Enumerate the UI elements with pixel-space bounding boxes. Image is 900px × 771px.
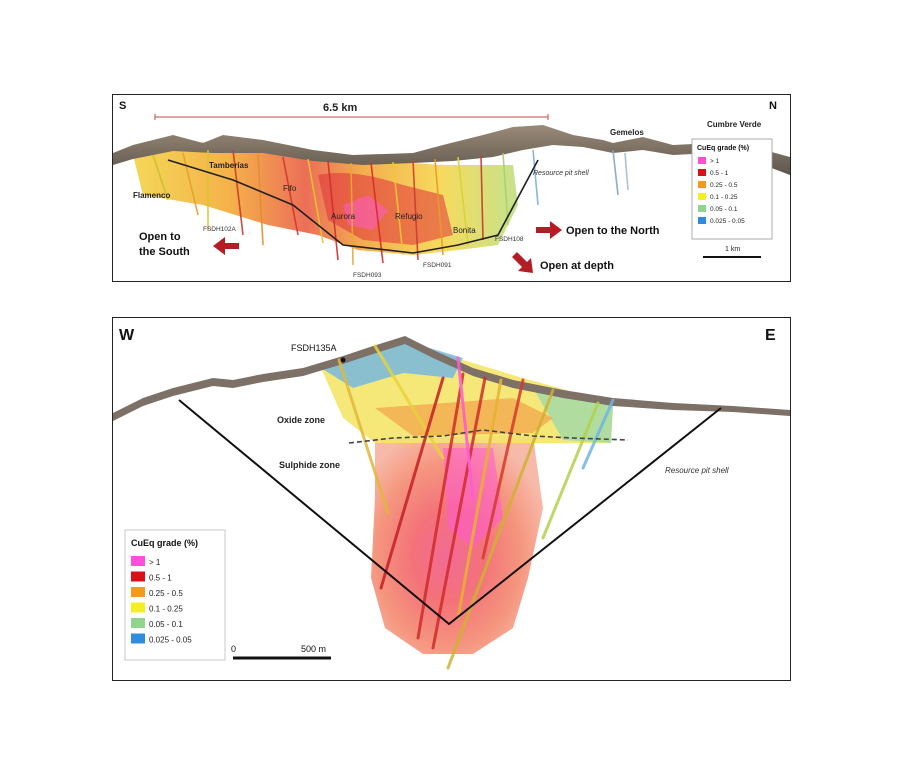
legend-swatch-2 (131, 587, 145, 597)
pit-shell-label: Resource pit shell (665, 466, 729, 475)
legend-swatch-1 (131, 571, 145, 582)
arrow-depth (512, 252, 533, 273)
legend-swatch-2 (698, 181, 706, 188)
label-tamberias: Tamberías (209, 161, 249, 170)
label-fsdh093: FSDH093 (353, 272, 382, 279)
label-refugio: Refugio (395, 212, 423, 221)
legend-label-2: 0.25 - 0.5 (710, 182, 738, 189)
scale-bar-label: 1 km (725, 246, 740, 253)
legend-swatch-0 (698, 157, 706, 164)
compass-east: E (765, 327, 776, 344)
scale-bar-end: 500 m (301, 644, 326, 654)
sulphide-zone-label: Sulphide zone (279, 460, 340, 470)
oxide-zone-label: Oxide zone (277, 415, 325, 425)
legend-swatches: > 1 0.5 - 1 0.25 - 0.5 0.1 - 0.25 0.05 - 0.1… (698, 157, 745, 225)
legend-swatch-5 (698, 217, 706, 224)
legend-label-2: 0.25 - 0.5 (149, 589, 183, 598)
scale-distance-label: 6.5 km (323, 102, 357, 114)
legend-swatch-1 (698, 169, 706, 176)
legend-label-5: 0.025 - 0.05 (710, 218, 745, 225)
label-fsdh108: FSDH108 (495, 236, 524, 243)
label-aurora: Aurora (331, 212, 356, 221)
legend-swatch-4 (698, 205, 706, 212)
scale-bar-start: 0 (231, 644, 236, 654)
terrain-surface (113, 336, 790, 421)
resource-pit-shell (178, 399, 722, 626)
legend-title: CuEq grade (%) (697, 145, 749, 152)
arrow-south (213, 237, 239, 255)
legend-label-0: > 1 (710, 158, 720, 165)
legend-title: CuEq grade (%) (131, 538, 198, 548)
drillhole-label: FSDH135A (291, 343, 337, 353)
compass-west: W (119, 327, 135, 344)
label-pit-shell: Resource pit shell (533, 170, 589, 177)
legend-swatch-4 (131, 618, 145, 628)
arrow-north-label: Open to the North (566, 225, 660, 237)
label-bonita: Bonita (453, 226, 476, 235)
magenta-core (343, 195, 388, 230)
resource-pit-shell (167, 159, 539, 254)
legend-label-4: 0.05 - 0.1 (710, 206, 738, 213)
legend-swatches: > 1 0.5 - 1 0.25 - 0.5 0.1 - 0.25 0.05 - 0.1… (131, 556, 192, 645)
arrow-south-label-line2: the South (139, 246, 190, 258)
sulphide-block-model (371, 436, 543, 654)
legend-label-0: > 1 (149, 558, 161, 567)
arrow-north (536, 221, 562, 239)
legend-label-3: 0.1 - 0.25 (149, 605, 183, 614)
label-cumbre-verde: Cumbre Verde (707, 120, 762, 129)
terrain-surface (113, 125, 790, 175)
compass-north: N (769, 100, 777, 112)
legend-label-1: 0.5 - 1 (149, 574, 172, 583)
cross-section-panel: > 1 0.5 - 1 0.25 - 0.5 0.1 - 0.25 0.05 - 0.1… (112, 317, 791, 681)
label-fsdh102a: FSDH102A (203, 226, 237, 233)
label-fifo: Fifo (283, 184, 297, 193)
legend-swatch-0 (131, 556, 145, 566)
arrow-depth-label: Open at depth (540, 260, 614, 272)
long-section-panel: > 1 0.5 - 1 0.25 - 0.5 0.1 - 0.25 0.05 - 0.1… (112, 94, 791, 282)
label-flamenco: Flamenco (133, 191, 170, 200)
legend-label-5: 0.025 - 0.05 (149, 636, 192, 645)
oxide-sulphide-boundary (348, 429, 629, 444)
compass-south: S (119, 100, 126, 112)
legend-label-4: 0.05 - 0.1 (149, 620, 183, 629)
drillhole-collar (340, 357, 346, 363)
legend-label-1: 0.5 - 1 (710, 170, 729, 177)
arrow-south-label-line1: Open to (139, 231, 181, 243)
cross-section-graphic: > 1 0.5 - 1 0.25 - 0.5 0.1 - 0.25 0.05 - 0.1… (113, 327, 790, 670)
drill-traces (152, 149, 629, 266)
label-fsdh091: FSDH091 (423, 262, 452, 269)
legend-swatch-3 (131, 602, 145, 613)
legend-swatch-3 (698, 193, 706, 200)
legend-label-3: 0.1 - 0.25 (710, 194, 738, 201)
legend-swatch-5 (131, 633, 145, 644)
long-section-graphic: > 1 0.5 - 1 0.25 - 0.5 0.1 - 0.25 0.05 - 0.1… (113, 100, 790, 279)
label-gemelos: Gemelos (610, 128, 644, 137)
